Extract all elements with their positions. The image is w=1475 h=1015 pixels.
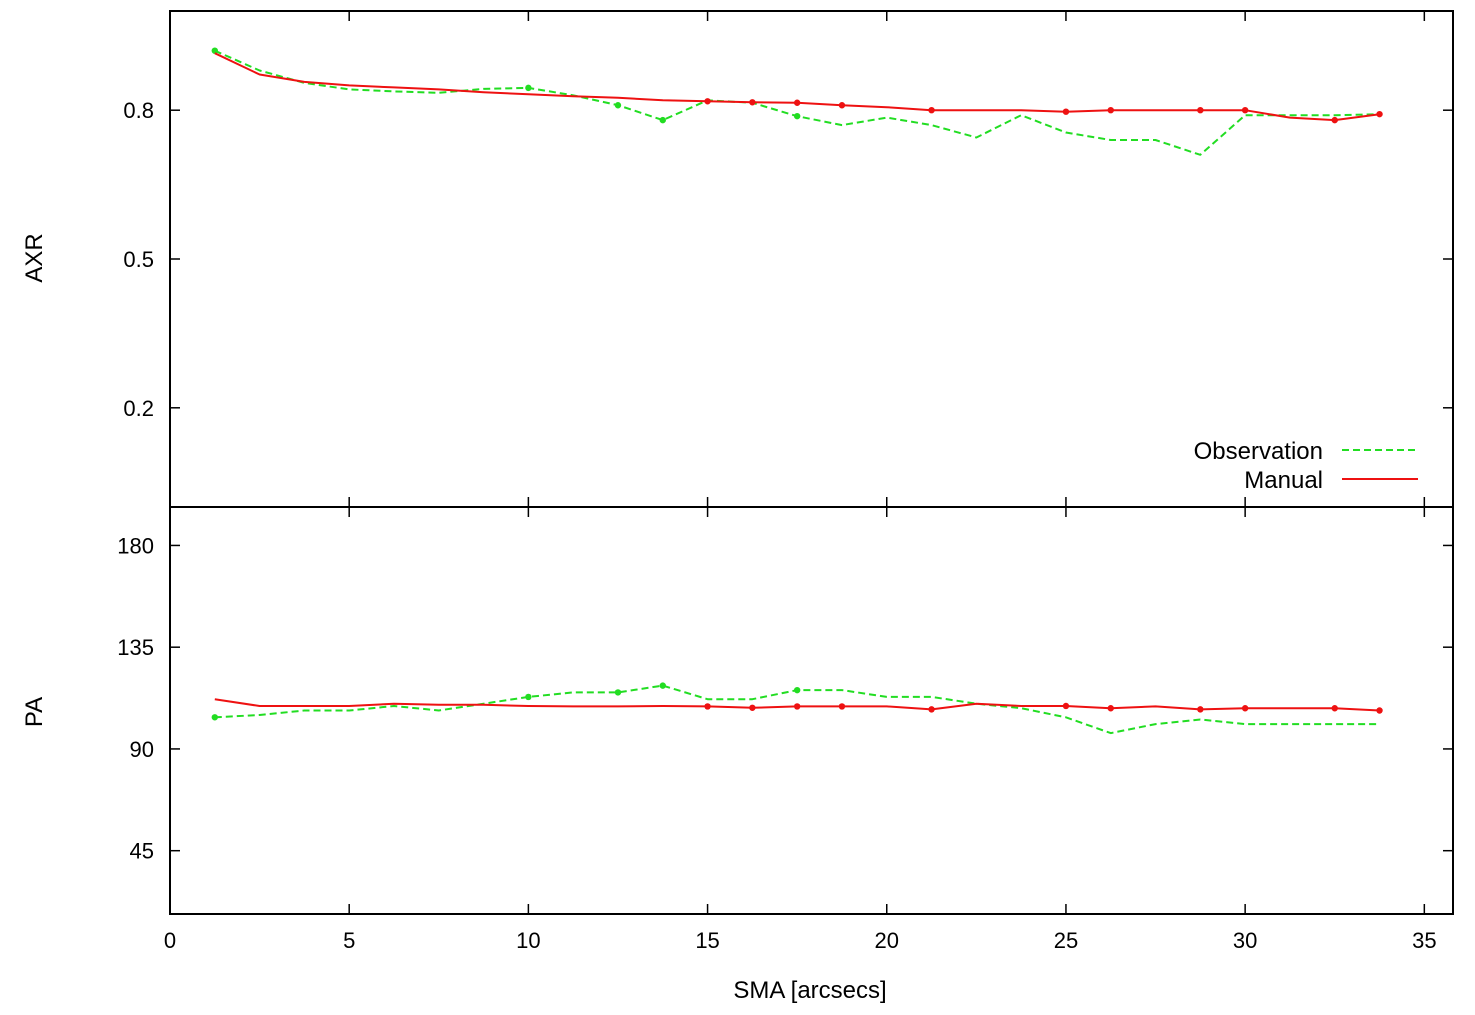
axr-point-manual — [704, 98, 711, 105]
pa-point-manual — [793, 703, 801, 710]
axr-point-manual — [928, 107, 935, 114]
axr-panel: 0.2 0.5 0.8 — [123, 10, 1454, 508]
pa-y-tick-label: 90 — [130, 737, 154, 762]
pa-point-manual — [1241, 705, 1249, 712]
axr-point-observation — [525, 84, 532, 92]
axr-y-tick-label: 0.8 — [123, 98, 154, 123]
pa-point-manual — [1197, 706, 1204, 713]
pa-point-manual — [1376, 707, 1383, 714]
axr-point-observation — [211, 47, 218, 54]
pa-point-observation — [614, 689, 622, 696]
pa-point-observation — [659, 682, 666, 689]
axr-point-manual — [838, 102, 846, 109]
pa-y-tick-label: 180 — [117, 533, 154, 558]
pa-point-manual — [1107, 705, 1114, 712]
pa-point-observation — [211, 714, 218, 721]
axr-point-manual — [1331, 116, 1338, 124]
pa-point-manual — [1062, 702, 1070, 710]
axr-point-manual — [749, 99, 756, 106]
pa-panel: 0 5 10 15 20 25 30 35 45 90 135 180 — [117, 506, 1454, 953]
pa-axis-label: PA — [21, 697, 48, 727]
x-tick-label: 35 — [1412, 928, 1436, 953]
pa-point-manual — [704, 703, 711, 710]
pa-y-tick-label: 135 — [117, 635, 154, 660]
x-tick-label: 20 — [875, 928, 899, 953]
legend: Observation Manual — [1194, 438, 1418, 494]
x-tick-label: 25 — [1054, 928, 1078, 953]
axr-point-manual — [1197, 107, 1204, 114]
pa-point-observation — [793, 686, 801, 694]
pa-point-manual — [838, 703, 846, 710]
axr-axis-label: AXR — [21, 233, 48, 282]
axr-point-observation — [659, 116, 666, 124]
pa-y-tick-label: 45 — [130, 839, 154, 864]
x-tick-label: 30 — [1233, 928, 1257, 953]
x-axis-label: SMA [arcsecs] — [733, 977, 886, 1004]
axr-point-manual — [1107, 107, 1114, 114]
axr-point-manual — [793, 99, 801, 106]
axr-y-tick-label: 0.2 — [123, 396, 154, 421]
axr-series-manual — [214, 52, 1380, 122]
x-tick-label: 15 — [695, 928, 719, 953]
pa-point-observation — [525, 693, 532, 701]
legend-label-observation: Observation — [1194, 438, 1323, 465]
axr-y-tick-label: 0.5 — [123, 247, 154, 272]
pa-point-manual — [749, 704, 756, 711]
x-tick-label: 5 — [343, 928, 355, 953]
axr-point-manual — [1376, 110, 1383, 118]
axr-point-manual — [1062, 108, 1070, 115]
pa-plot-frame — [169, 506, 1454, 915]
x-tick-label: 0 — [164, 928, 176, 953]
legend-label-manual: Manual — [1244, 467, 1323, 494]
pa-point-manual — [928, 706, 935, 713]
axr-point-observation — [614, 102, 622, 109]
axr-point-observation — [793, 112, 801, 120]
x-tick-label: 10 — [516, 928, 540, 953]
axr-point-manual — [1241, 107, 1249, 114]
pa-point-manual — [1331, 705, 1338, 712]
